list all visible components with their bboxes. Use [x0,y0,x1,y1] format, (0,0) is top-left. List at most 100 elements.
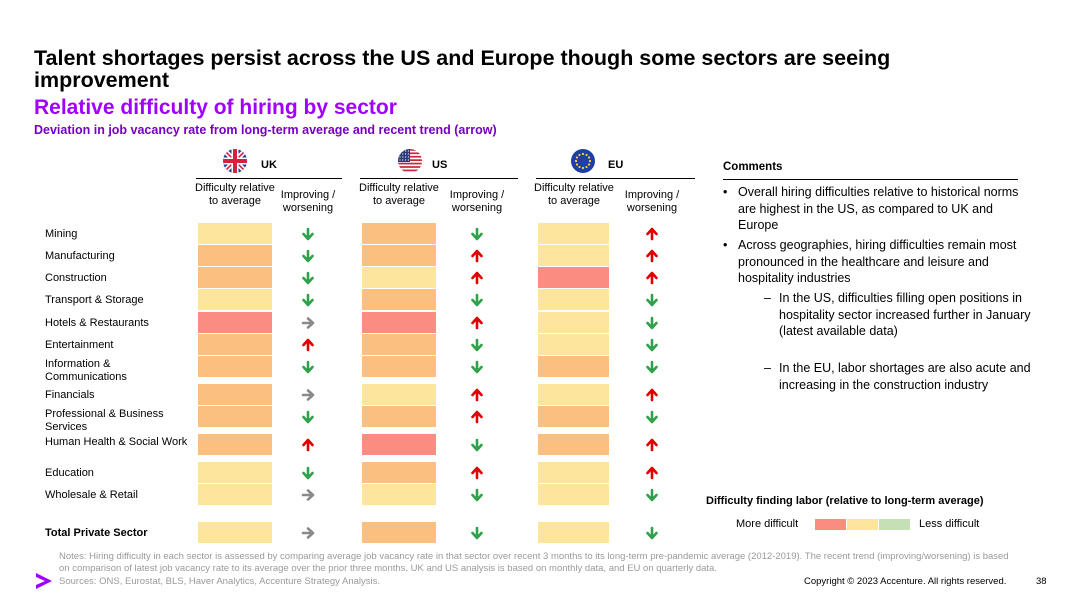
trend-arrow-up-icon [470,249,484,263]
eu-flag-icon [571,149,595,173]
comment-bullet: – In the US, difficulties filling open po… [764,290,1033,340]
country-rule-eu [536,178,695,179]
row-label: Education [45,467,94,479]
difficulty-cell-us [362,223,436,244]
difficulty-cell-eu [538,406,609,427]
country-label-eu: EU [608,159,624,171]
trend-arrow-up-icon [470,316,484,330]
row-label: Entertainment [45,339,114,351]
trend-arrow-down-icon [301,466,315,480]
difficulty-cell-us [362,245,436,266]
bullet-text: Across geographies, hiring difficulties … [738,238,1017,285]
difficulty-cell-us [362,356,436,377]
bullet-mark: – [764,361,771,375]
difficulty-cell-uk [198,334,272,355]
trend-arrow-up-icon [645,271,659,285]
trend-arrow-down-icon [301,227,315,241]
trend-arrow-down-icon [470,227,484,241]
copyright: Copyright © 2023 Accenture. All rights r… [804,576,1007,587]
difficulty-cell-uk [198,384,272,405]
trend-arrow-down-icon [645,338,659,352]
country-rule-uk [196,178,342,179]
accenture-logo-icon [36,573,52,589]
trend-arrow-down-icon [645,526,659,540]
column-header-trend-us: Improving / worsening [449,189,505,214]
bullet-mark: • [723,185,728,199]
trend-arrow-down-icon [645,316,659,330]
difficulty-cell-us [362,406,436,427]
trend-arrow-down-icon [645,293,659,307]
difficulty-cell-uk [198,522,272,543]
chart-description: Deviation in job vacancy rate from long-… [34,123,497,137]
trend-arrow-down-icon [301,271,315,285]
chart-subtitle: Relative difficulty of hiring by sector [34,96,397,119]
trend-arrow-down-icon [645,410,659,424]
bullet-mark: – [764,291,771,305]
trend-arrow-up-icon [470,271,484,285]
trend-arrow-down-icon [470,488,484,502]
trend-arrow-up-icon [301,338,315,352]
difficulty-cell-us [362,484,436,505]
difficulty-cell-us [362,434,436,455]
trend-arrow-up-icon [470,388,484,402]
difficulty-cell-us [362,267,436,288]
legend-swatch-low [879,519,910,530]
column-header-difficulty-uk: Difficulty relative to average [195,182,275,207]
difficulty-cell-uk [198,312,272,333]
trend-arrow-flat-icon [301,526,315,540]
trend-arrow-down-icon [470,360,484,374]
row-label: Professional & Business Services [45,408,164,433]
row-label: Transport & Storage [45,294,144,306]
difficulty-cell-eu [538,356,609,377]
uk-flag-icon [223,149,247,173]
trend-arrow-down-icon [645,360,659,374]
row-label: Human Health & Social Work [45,436,188,448]
slide-title: Talent shortages persist across the US a… [34,46,891,92]
difficulty-cell-eu [538,289,609,310]
trend-arrow-down-icon [301,249,315,263]
footnote: Notes: Hiring difficulty in each sector … [59,551,1009,574]
trend-arrow-up-icon [645,466,659,480]
difficulty-cell-us [362,384,436,405]
trend-arrow-flat-icon [301,388,315,402]
difficulty-cell-eu [538,223,609,244]
sources: Sources: ONS, Eurostat, BLS, Haver Analy… [59,576,381,587]
trend-arrow-up-icon [470,466,484,480]
country-label-us: US [432,159,448,171]
comment-bullet: • Across geographies, hiring difficulties… [723,237,1033,287]
trend-arrow-up-icon [645,438,659,452]
difficulty-cell-uk [198,267,272,288]
trend-arrow-flat-icon [301,488,315,502]
difficulty-cell-eu [538,267,609,288]
difficulty-cell-us [362,334,436,355]
difficulty-cell-us [362,462,436,483]
difficulty-cell-uk [198,245,272,266]
legend-more-label: More difficult [736,518,799,530]
trend-arrow-up-icon [301,438,315,452]
comment-bullet: – In the EU, labor shortages are also acu… [764,360,1033,393]
difficulty-cell-uk [198,434,272,455]
trend-arrow-up-icon [645,227,659,241]
column-header-difficulty-us: Difficulty relative to average [359,182,439,207]
comments-heading: Comments [723,161,783,173]
trend-arrow-up-icon [645,249,659,263]
trend-arrow-down-icon [470,526,484,540]
row-label: Wholesale & Retail [45,489,138,501]
trend-arrow-up-icon [470,410,484,424]
difficulty-cell-eu [538,334,609,355]
trend-arrow-down-icon [645,488,659,502]
trend-arrow-down-icon [301,410,315,424]
difficulty-cell-us [362,312,436,333]
difficulty-cell-uk [198,484,272,505]
difficulty-cell-uk [198,462,272,483]
row-label: Manufacturing [45,250,115,262]
page-number: 38 [1036,576,1047,587]
legend-less-label: Less difficult [919,518,980,530]
us-flag-icon [398,149,422,173]
difficulty-cell-eu [538,522,609,543]
country-label-uk: UK [261,159,277,171]
difficulty-cell-eu [538,245,609,266]
difficulty-cell-uk [198,406,272,427]
trend-arrow-up-icon [645,388,659,402]
country-rule-us [360,178,518,179]
